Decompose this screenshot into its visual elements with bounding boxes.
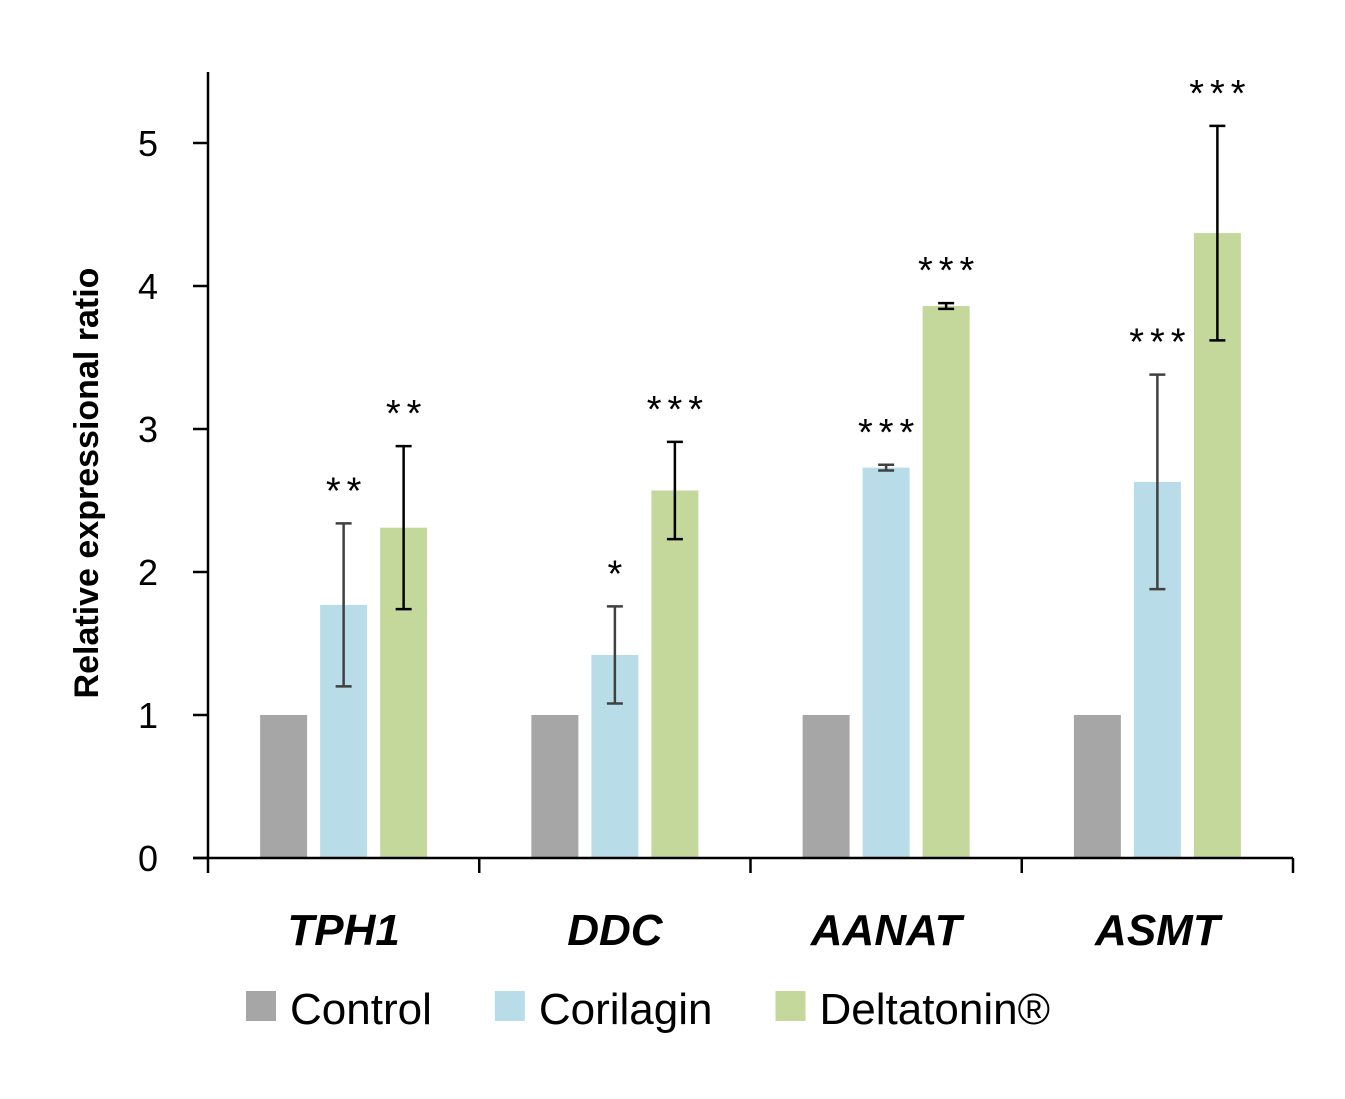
significance-corilagin-ddc: * bbox=[607, 553, 628, 595]
bar-control-tph1 bbox=[260, 715, 308, 858]
significance-corilagin-aanat: *** bbox=[858, 412, 920, 454]
y-tick-label-5: 5 bbox=[138, 123, 158, 164]
bar-control-aanat bbox=[802, 715, 850, 858]
x-category-label-asmt: ASMT bbox=[1094, 906, 1223, 955]
significance-corilagin-asmt: *** bbox=[1129, 322, 1191, 364]
bar-deltatonin-aanat bbox=[922, 306, 970, 858]
x-category-label-ddc: DDC bbox=[567, 906, 664, 955]
y-tick-label-1: 1 bbox=[138, 695, 158, 736]
error-bars-layer bbox=[335, 124, 1226, 705]
legend-label-corilagin: Corilagin bbox=[539, 985, 713, 1034]
bar-corilagin-aanat bbox=[862, 467, 910, 858]
y-axis-title: Relative expressional ratio bbox=[68, 268, 106, 699]
legend-label-deltatonin: Deltatonin® bbox=[819, 985, 1050, 1034]
significance-deltatonin-aanat: *** bbox=[918, 250, 980, 292]
x-category-label-aanat: AANAT bbox=[810, 906, 965, 955]
significance-deltatonin-tph1: ** bbox=[386, 393, 428, 435]
legend-label-control: Control bbox=[290, 985, 432, 1034]
significance-deltatonin-ddc: *** bbox=[647, 389, 709, 431]
significance-layer: ******************** bbox=[326, 73, 1251, 595]
y-tick-label-4: 4 bbox=[138, 266, 158, 307]
bar-deltatonin-ddc bbox=[651, 490, 699, 858]
legend: Control Corilagin Deltatonin® bbox=[246, 985, 1050, 1034]
y-tick-label-0: 0 bbox=[138, 838, 158, 879]
bar-control-ddc bbox=[531, 715, 579, 858]
significance-corilagin-tph1: ** bbox=[326, 470, 368, 512]
y-tick-label-2: 2 bbox=[138, 552, 158, 593]
legend-swatch-control bbox=[246, 991, 276, 1021]
bars-layer bbox=[260, 233, 1241, 859]
legend-swatch-corilagin bbox=[494, 991, 525, 1021]
axes-layer: 0 1 2 3 4 5 TPH1 DDC AANAT ASMT bbox=[138, 72, 1295, 955]
y-tick-label-3: 3 bbox=[138, 409, 158, 450]
legend-swatch-deltatonin bbox=[775, 991, 806, 1021]
significance-deltatonin-asmt: *** bbox=[1189, 73, 1251, 115]
x-category-label-tph1: TPH1 bbox=[287, 906, 399, 955]
bar-control-asmt bbox=[1073, 715, 1121, 858]
